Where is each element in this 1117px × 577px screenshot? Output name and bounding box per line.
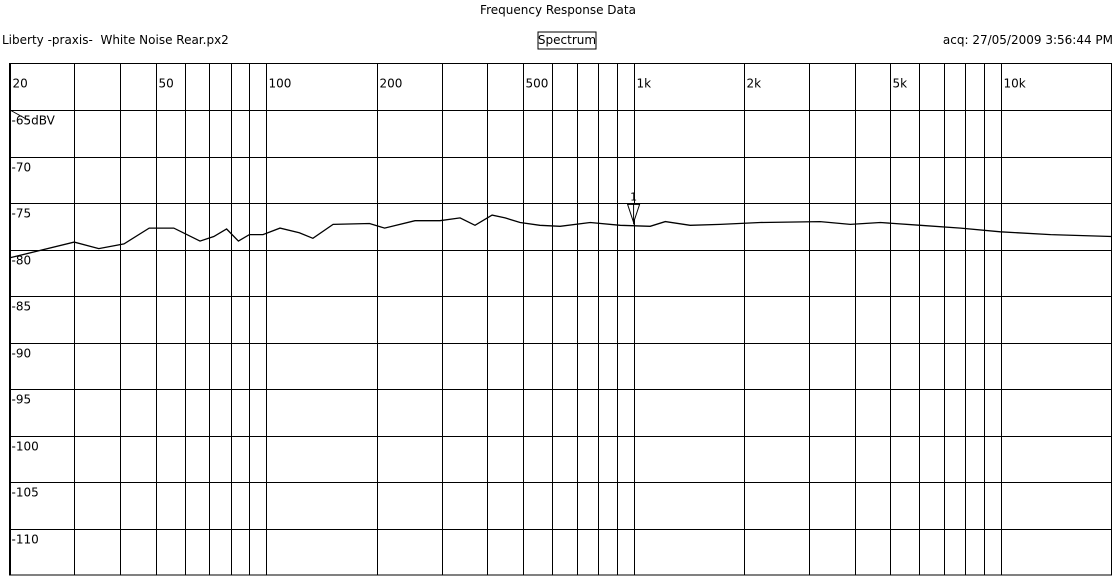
- corner-tick: [9, 109, 29, 121]
- x-tick-label: 50: [159, 77, 174, 91]
- plot-frame: [9, 63, 1112, 576]
- x-tick-label: 1k: [637, 77, 652, 91]
- chart-title: Frequency Response Data: [480, 3, 636, 17]
- file-label: Liberty -praxis- White Noise Rear.px2: [2, 33, 229, 47]
- x-tick-label: 500: [526, 77, 549, 91]
- y-tick-label: -65dBV: [12, 114, 56, 128]
- y-tick-label: -85: [12, 300, 32, 314]
- x-tick-label: 200: [380, 77, 403, 91]
- mode-box: [537, 31, 597, 50]
- x-tick-label: 10k: [1004, 77, 1026, 91]
- y-tick-label: -75: [12, 207, 32, 221]
- x-tick-label: 100: [269, 77, 292, 91]
- y-tick-label: -95: [12, 393, 32, 407]
- x-tick-label: 2k: [747, 77, 762, 91]
- x-tick-label: 20: [13, 77, 28, 91]
- marker: [626, 203, 641, 225]
- y-tick-label: -100: [12, 440, 39, 454]
- acq-label: acq: 27/05/2009 3:56:44 PM: [943, 33, 1113, 47]
- y-tick-label: -110: [12, 533, 39, 547]
- y-tick-label: -80: [12, 254, 32, 268]
- response-curve: [9, 214, 1112, 259]
- mode-label: Spectrum: [538, 33, 596, 47]
- marker-label: 1: [630, 190, 637, 203]
- y-tick-label: -105: [12, 486, 39, 500]
- y-tick-label: -70: [12, 161, 32, 175]
- x-tick-label: 5k: [893, 77, 908, 91]
- y-tick-label: -90: [12, 347, 32, 361]
